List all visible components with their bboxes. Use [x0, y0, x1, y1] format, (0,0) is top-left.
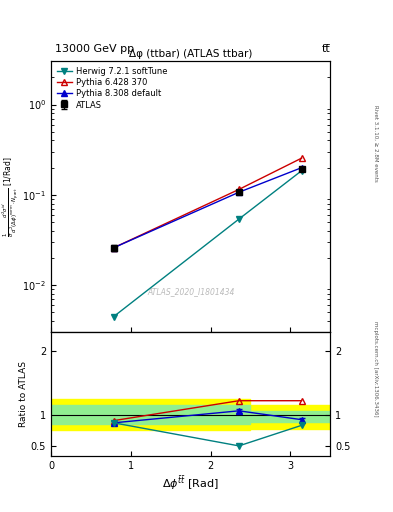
- X-axis label: $\Delta\phi^{\bar{t}\bar{t}}$ [Rad]: $\Delta\phi^{\bar{t}\bar{t}}$ [Rad]: [162, 475, 219, 493]
- Y-axis label: Ratio to ATLAS: Ratio to ATLAS: [19, 361, 28, 427]
- Pythia 6.428 370: [299, 155, 304, 161]
- Line: Pythia 6.428 370: Pythia 6.428 370: [111, 155, 304, 250]
- Y-axis label: $\frac{1}{\sigma}\frac{d^2\sigma^{id}}{d^2(\Delta\phi)^{norm}_{}\cdot N_{part}}$: $\frac{1}{\sigma}\frac{d^2\sigma^{id}}{d…: [1, 157, 21, 237]
- Text: Rivet 3.1.10, ≥ 2.8M events: Rivet 3.1.10, ≥ 2.8M events: [373, 105, 378, 182]
- Herwig 7.2.1 softTune: [111, 313, 116, 319]
- Pythia 6.428 370: [111, 245, 116, 251]
- Herwig 7.2.1 softTune: [237, 216, 241, 222]
- Text: tt̅: tt̅: [321, 44, 330, 54]
- Pythia 6.428 370: [237, 186, 241, 193]
- Text: ATLAS_2020_I1801434: ATLAS_2020_I1801434: [147, 287, 234, 296]
- Text: mcplots.cern.ch [arXiv:1306.3436]: mcplots.cern.ch [arXiv:1306.3436]: [373, 321, 378, 416]
- Text: 13000 GeV pp: 13000 GeV pp: [55, 44, 134, 54]
- Pythia 8.308 default: [299, 165, 304, 171]
- Legend: Herwig 7.2.1 softTune, Pythia 6.428 370, Pythia 8.308 default, ATLAS: Herwig 7.2.1 softTune, Pythia 6.428 370,…: [55, 66, 169, 111]
- Line: Pythia 8.308 default: Pythia 8.308 default: [111, 165, 304, 250]
- Line: Herwig 7.2.1 softTune: Herwig 7.2.1 softTune: [111, 168, 304, 319]
- Title: Δφ (ttbar) (ATLAS ttbar): Δφ (ttbar) (ATLAS ttbar): [129, 49, 252, 59]
- Herwig 7.2.1 softTune: [299, 168, 304, 174]
- Pythia 8.308 default: [237, 189, 241, 195]
- Pythia 8.308 default: [111, 245, 116, 251]
